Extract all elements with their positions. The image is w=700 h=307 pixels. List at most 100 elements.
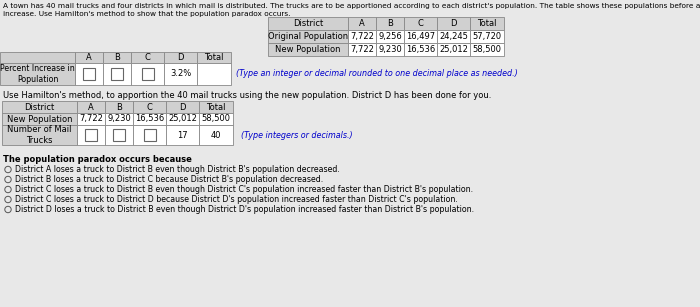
- Bar: [404, 43, 437, 56]
- Text: 3.2%: 3.2%: [170, 69, 191, 79]
- Bar: [437, 43, 470, 56]
- Text: B: B: [387, 19, 393, 28]
- Text: District: District: [25, 103, 55, 111]
- Text: 16,536: 16,536: [406, 45, 435, 54]
- Text: A: A: [86, 53, 92, 62]
- Text: 7,722: 7,722: [350, 45, 374, 54]
- Bar: [348, 17, 376, 30]
- Bar: [141, 68, 153, 80]
- Bar: [348, 43, 376, 56]
- Bar: [166, 125, 199, 145]
- Text: 9,230: 9,230: [378, 45, 402, 54]
- Text: 7,722: 7,722: [350, 32, 374, 41]
- Bar: [103, 52, 131, 63]
- Bar: [404, 30, 437, 43]
- Text: Original Population: Original Population: [268, 32, 348, 41]
- Bar: [348, 30, 376, 43]
- Text: 17: 17: [177, 130, 188, 139]
- Bar: [75, 52, 103, 63]
- Bar: [268, 43, 348, 56]
- Bar: [105, 125, 133, 145]
- Text: B: B: [116, 103, 122, 111]
- Bar: [131, 52, 164, 63]
- Text: New Population: New Population: [275, 45, 341, 54]
- Bar: [85, 129, 97, 141]
- Bar: [77, 113, 105, 125]
- Text: 24,245: 24,245: [439, 32, 468, 41]
- Text: Total: Total: [206, 103, 225, 111]
- Bar: [105, 113, 133, 125]
- Bar: [166, 113, 199, 125]
- Bar: [470, 43, 504, 56]
- Bar: [0, 52, 75, 63]
- Text: District C loses a truck to District B even though District C's population incre: District C loses a truck to District B e…: [15, 185, 473, 194]
- Bar: [404, 17, 437, 30]
- Bar: [2, 101, 77, 113]
- Text: 40: 40: [211, 130, 221, 139]
- Text: District C loses a truck to District D because District D's population increased: District C loses a truck to District D b…: [15, 195, 458, 204]
- Bar: [103, 63, 131, 85]
- Text: Percent Increase in
Population: Percent Increase in Population: [0, 64, 75, 84]
- Text: 57,720: 57,720: [473, 32, 502, 41]
- Text: District B loses a truck to District C because District B's population decreased: District B loses a truck to District C b…: [15, 175, 323, 184]
- Text: C: C: [145, 53, 150, 62]
- Bar: [77, 101, 105, 113]
- Bar: [268, 30, 348, 43]
- Bar: [105, 101, 133, 113]
- Text: Use Hamilton's method, to apportion the 40 mail trucks using the new population.: Use Hamilton's method, to apportion the …: [3, 91, 491, 100]
- Text: Number of Mail
Trucks: Number of Mail Trucks: [7, 125, 71, 145]
- Bar: [199, 101, 233, 113]
- Bar: [144, 129, 155, 141]
- Bar: [376, 17, 404, 30]
- Bar: [268, 17, 348, 30]
- Bar: [111, 68, 123, 80]
- Text: 9,256: 9,256: [378, 32, 402, 41]
- Bar: [77, 125, 105, 145]
- Bar: [83, 68, 95, 80]
- Text: 58,500: 58,500: [202, 115, 230, 123]
- Text: Total: Total: [204, 53, 224, 62]
- Text: 16,536: 16,536: [135, 115, 164, 123]
- Text: (Type an integer or decimal rounded to one decimal place as needed.): (Type an integer or decimal rounded to o…: [236, 69, 518, 79]
- Text: The population paradox occurs because: The population paradox occurs because: [3, 155, 192, 164]
- Text: D: D: [450, 19, 456, 28]
- Text: A: A: [88, 103, 94, 111]
- Bar: [376, 43, 404, 56]
- Bar: [470, 30, 504, 43]
- Text: District: District: [293, 19, 323, 28]
- Bar: [113, 129, 125, 141]
- Text: C: C: [418, 19, 424, 28]
- Text: C: C: [146, 103, 153, 111]
- Text: 25,012: 25,012: [168, 115, 197, 123]
- Text: 25,012: 25,012: [439, 45, 468, 54]
- Text: 16,497: 16,497: [406, 32, 435, 41]
- Bar: [199, 113, 233, 125]
- Bar: [2, 113, 77, 125]
- Bar: [2, 125, 77, 145]
- Bar: [131, 63, 164, 85]
- Text: A town has 40 mail trucks and four districts in which mail is distributed. The t: A town has 40 mail trucks and four distr…: [3, 3, 700, 9]
- Bar: [164, 52, 197, 63]
- Bar: [376, 30, 404, 43]
- Bar: [199, 125, 233, 145]
- Text: 9,230: 9,230: [107, 115, 131, 123]
- Text: B: B: [114, 53, 120, 62]
- Text: (Type integers or decimals.): (Type integers or decimals.): [241, 130, 353, 139]
- Bar: [197, 63, 231, 85]
- Bar: [470, 17, 504, 30]
- Text: 7,722: 7,722: [79, 115, 103, 123]
- Text: 58,500: 58,500: [473, 45, 501, 54]
- Bar: [437, 30, 470, 43]
- Bar: [197, 52, 231, 63]
- Text: Total: Total: [477, 19, 497, 28]
- Text: District D loses a truck to District B even though District D's population incre: District D loses a truck to District B e…: [15, 205, 474, 214]
- Bar: [133, 101, 166, 113]
- Bar: [164, 63, 197, 85]
- Text: increase. Use Hamilton's method to show that the population paradox occurs.: increase. Use Hamilton's method to show …: [3, 11, 290, 17]
- Text: District A loses a truck to District B even though District B's population decre: District A loses a truck to District B e…: [15, 165, 340, 174]
- Bar: [133, 125, 166, 145]
- Bar: [0, 63, 75, 85]
- Text: D: D: [179, 103, 186, 111]
- Bar: [166, 101, 199, 113]
- Bar: [133, 113, 166, 125]
